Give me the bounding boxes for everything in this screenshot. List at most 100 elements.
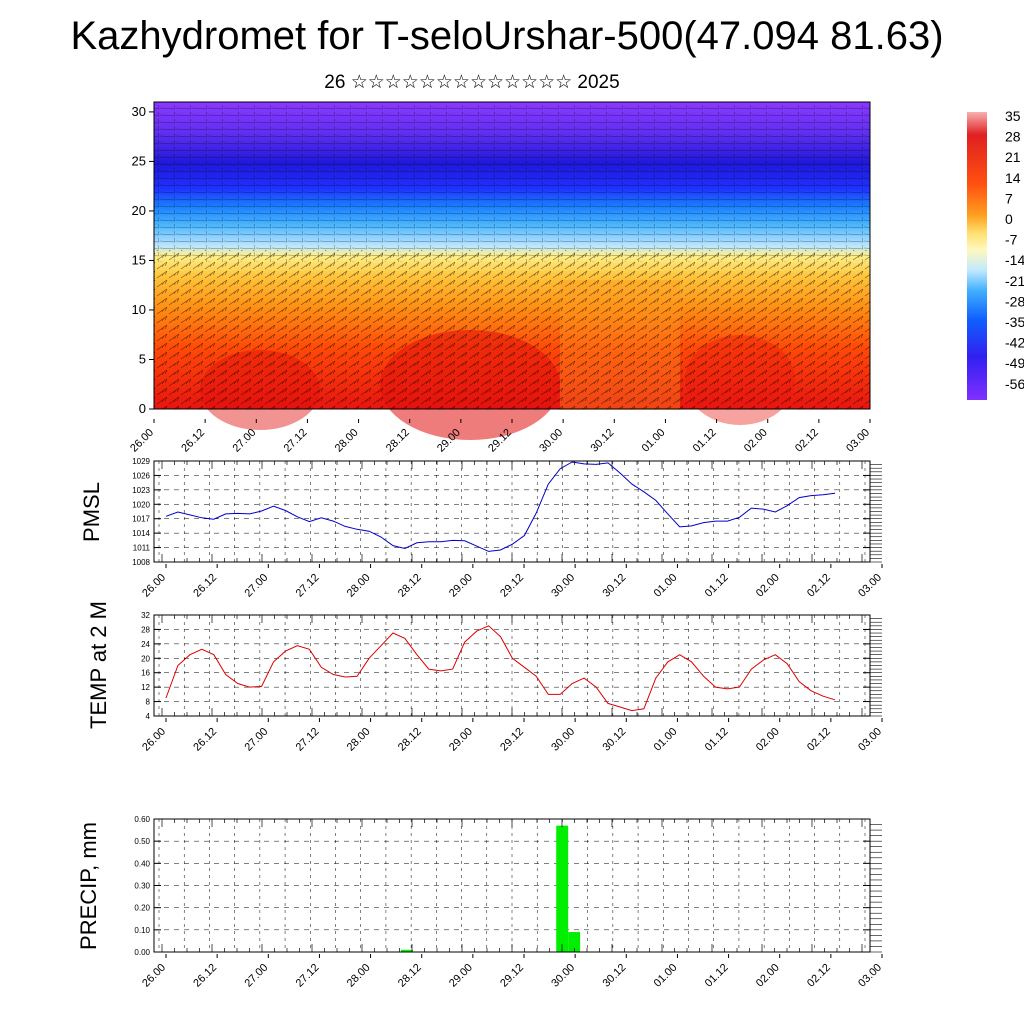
colorbar-label: 35 <box>1005 108 1021 124</box>
x-tick-label: 01.00 <box>652 726 680 754</box>
x-tick-label: 28.12 <box>396 726 424 754</box>
colorbar-label: 7 <box>1005 190 1013 206</box>
colorbar-label: -7 <box>1005 232 1018 248</box>
y-tick-label: 1023 <box>132 486 150 495</box>
pmsl-ylabel: PMSL <box>79 482 104 542</box>
y-tick-label: 24 <box>141 640 150 649</box>
y-tick-label: 5 <box>139 351 146 366</box>
cross-section-panel: 0 5 10 15 20 25 30 26.00 26.12 27.00 27.12 28.00 28… <box>128 101 872 455</box>
y-tick-label: 15 <box>132 252 146 267</box>
x-tick-label: 02.12 <box>805 962 833 990</box>
colorbar-label: 21 <box>1005 149 1021 165</box>
y-tick-label: 1014 <box>132 529 150 538</box>
y-tick-label: 1026 <box>132 471 150 480</box>
x-tick-label: 01.12 <box>691 427 719 455</box>
cross-section-frame <box>153 101 871 410</box>
x-tick-label: 26.00 <box>140 572 168 600</box>
x-tick-label: 28.00 <box>345 962 373 990</box>
precip-grid <box>154 818 870 953</box>
precip-bar <box>400 949 413 952</box>
x-tick-label: 01.00 <box>640 427 668 455</box>
y-tick-label: 0.40 <box>134 859 150 868</box>
x-tick-label: 27.12 <box>294 726 322 754</box>
x-tick-label: 03.00 <box>844 427 872 455</box>
x-tick-label: 02.00 <box>754 962 782 990</box>
x-tick-label: 27.12 <box>294 962 322 990</box>
x-tick-label: 28.12 <box>396 572 424 600</box>
x-tick-label: 02.00 <box>754 726 782 754</box>
x-tick-label: 30.00 <box>537 427 565 455</box>
y-tick-label: 0 <box>139 401 146 416</box>
x-tick-label: 01.00 <box>652 962 680 990</box>
colorbar-label: 14 <box>1005 170 1021 186</box>
x-tick-label: 30.12 <box>588 427 616 455</box>
wind-barbs-upper <box>154 102 870 262</box>
colorbar-label: -49 <box>1005 355 1024 371</box>
x-tick-label: 26.12 <box>191 726 219 754</box>
x-tick-label: 27.12 <box>294 572 322 600</box>
y-tick-label: 4 <box>146 712 151 721</box>
x-tick-label: 26.12 <box>179 427 207 455</box>
temp-ylabel: TEMP at 2 M <box>86 601 111 729</box>
y-tick-label: 25 <box>132 153 146 168</box>
colorbar-label: -14 <box>1005 252 1024 268</box>
x-tick-label: 01.12 <box>703 962 731 990</box>
x-tick-label: 27.12 <box>282 427 310 455</box>
x-tick-label: 27.00 <box>242 962 270 990</box>
x-tick-label: 26.12 <box>191 962 219 990</box>
x-tick-label: 26.12 <box>191 572 219 600</box>
y-tick-label: 10 <box>132 302 146 317</box>
temp-y-ticks: 4 8 12 16 20 24 28 32 <box>141 611 882 721</box>
temp-series-line <box>165 625 836 712</box>
y-tick-label: 0.10 <box>134 926 150 935</box>
pmsl-x-ticks: 26.00 26.12 27.00 27.12 28.00 28.12 29.00 29.12… <box>140 564 884 600</box>
precip-bar <box>556 825 569 952</box>
x-tick-label: 26.00 <box>128 427 156 455</box>
x-tick-label: 28.00 <box>345 572 373 600</box>
x-tick-label: 29.12 <box>498 572 526 600</box>
x-tick-label: 27.00 <box>230 427 258 455</box>
colorbar-labels: 35 28 21 14 7 0 -7 -14 -21 -28 -35 -42 -49 -56 <box>1005 108 1024 392</box>
x-tick-label: 28.00 <box>333 427 361 455</box>
x-tick-label: 02.12 <box>793 427 821 455</box>
y-tick-label: 0.30 <box>134 882 150 891</box>
precip-bars <box>400 825 581 952</box>
x-tick-label: 02.12 <box>805 572 833 600</box>
x-tick-label: 02.12 <box>805 726 833 754</box>
precip-x-ticks: 26.00 26.12 27.00 27.12 28.00 28.12 29.00 29.12… <box>140 954 884 990</box>
x-tick-label: 30.12 <box>600 572 628 600</box>
x-tick-label: 30.00 <box>549 572 577 600</box>
temp-x-ticks: 26.00 26.12 27.00 27.12 28.00 28.12 29.00 29.12… <box>140 718 884 754</box>
page-title: Kazhydromet for T-seloUrshar-500(47.094 … <box>70 14 944 58</box>
wind-barbs-lower <box>154 250 870 409</box>
colorbar-strip <box>967 112 987 400</box>
y-tick-label: 0.60 <box>134 815 150 824</box>
x-tick-label: 29.00 <box>447 962 475 990</box>
x-tick-label: 29.12 <box>498 962 526 990</box>
x-tick-label: 27.00 <box>242 572 270 600</box>
x-tick-label: 29.00 <box>447 726 475 754</box>
x-tick-label: 02.00 <box>754 572 782 600</box>
page-subtitle: 26 ☆☆☆☆☆☆☆☆☆☆☆☆☆ 2025 <box>324 72 620 93</box>
x-tick-label: 01.00 <box>652 572 680 600</box>
x-tick-label: 01.12 <box>703 572 731 600</box>
x-tick-label: 29.00 <box>447 572 475 600</box>
precip-bar <box>568 932 581 952</box>
y-tick-label: 16 <box>141 669 150 678</box>
colorbar: 35 28 21 14 7 0 -7 -14 -21 -28 -35 -42 -49 -56 <box>967 108 1024 400</box>
y-tick-label: 28 <box>141 625 150 634</box>
temp-panel: 4 8 12 16 20 24 28 32 26.00 26.12 27.00 27.12 28.00… <box>86 601 884 754</box>
y-tick-label: 8 <box>146 698 151 707</box>
pmsl-series-line <box>165 461 836 552</box>
x-tick-label: 27.00 <box>242 726 270 754</box>
colorbar-label: -21 <box>1005 273 1024 289</box>
x-tick-label: 30.12 <box>600 726 628 754</box>
x-tick-label: 28.00 <box>345 726 373 754</box>
colorbar-label: 0 <box>1005 211 1013 227</box>
x-tick-label: 30.00 <box>549 726 577 754</box>
x-tick-label: 03.00 <box>856 572 884 600</box>
y-tick-label: 1011 <box>133 544 151 553</box>
x-tick-label: 03.00 <box>856 962 884 990</box>
y-tick-label: 30 <box>132 104 146 119</box>
